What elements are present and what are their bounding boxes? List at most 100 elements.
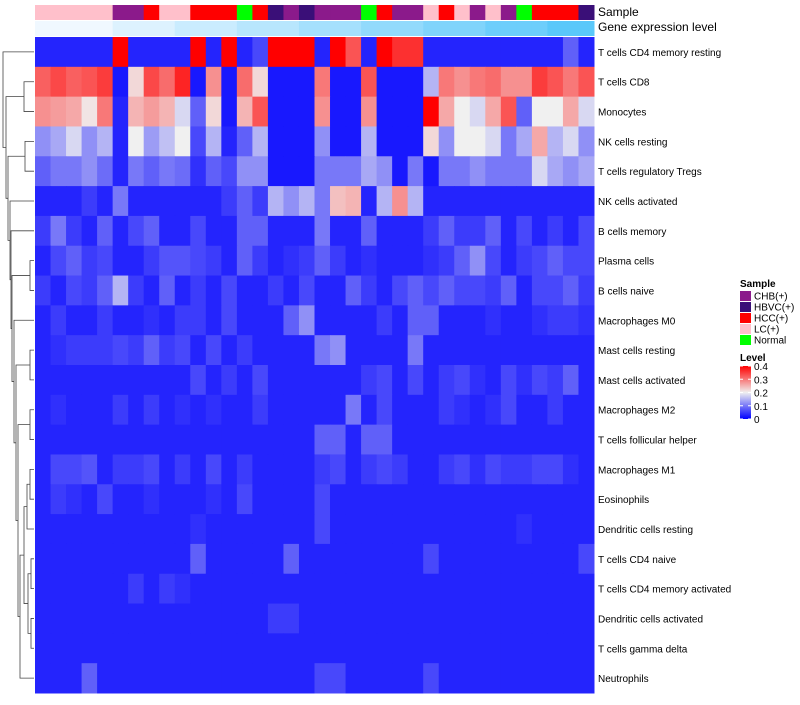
- sample-annot-cell: [190, 5, 207, 20]
- heatmap-cell: [376, 275, 393, 306]
- heatmap-cell: [314, 126, 331, 157]
- heatmap-cell: [190, 603, 207, 634]
- heatmap-cell: [35, 126, 52, 157]
- heatmap-cell: [252, 305, 269, 336]
- heatmap-cell: [66, 603, 83, 634]
- heatmap-cell: [128, 543, 145, 575]
- heatmap-cell: [469, 573, 486, 605]
- sample-annot-cell: [298, 5, 315, 20]
- heatmap-cell: [66, 424, 83, 455]
- heatmap-cell: [97, 394, 114, 426]
- heatmap-cell: [128, 394, 145, 426]
- heatmap-cell: [221, 424, 238, 455]
- row-label: Dendritic cells resting: [598, 525, 693, 536]
- heatmap-cell: [97, 126, 114, 157]
- heatmap-cell: [330, 215, 347, 247]
- heatmap-cell: [423, 633, 440, 664]
- heatmap-cell: [174, 96, 191, 127]
- heatmap-cell: [392, 484, 409, 515]
- heatmap-cell: [376, 424, 393, 455]
- heatmap-cell: [330, 96, 347, 127]
- heatmap-cell: [500, 66, 517, 98]
- gene-level-annot-cell: [547, 21, 564, 36]
- heatmap-cell: [469, 245, 486, 277]
- heatmap-cell: [81, 514, 98, 545]
- heatmap-cell: [500, 514, 517, 545]
- heatmap-cell: [97, 37, 114, 68]
- heatmap-cell: [345, 96, 362, 127]
- heatmap-cell: [252, 603, 269, 634]
- heatmap-cell: [547, 186, 564, 217]
- heatmap-cell: [500, 663, 517, 694]
- heatmap-cell: [454, 335, 471, 366]
- heatmap-cell: [345, 573, 362, 605]
- heatmap-cell: [485, 305, 502, 336]
- heatmap-cell: [438, 454, 455, 485]
- heatmap-cell: [562, 305, 579, 336]
- heatmap-cell: [205, 215, 222, 247]
- heatmap-cell: [438, 96, 455, 127]
- heatmap-cell: [81, 245, 98, 277]
- heatmap-cell: [205, 514, 222, 545]
- heatmap-cell: [143, 543, 160, 575]
- heatmap-cell: [190, 37, 207, 68]
- heatmap-cell: [298, 96, 315, 127]
- heatmap-cell: [174, 275, 191, 306]
- heatmap-cell: [578, 424, 595, 455]
- row-label: T cells CD4 memory resting: [598, 48, 721, 59]
- heatmap-cell: [314, 603, 331, 634]
- heatmap-cell: [190, 633, 207, 664]
- heatmap-cell: [267, 543, 284, 575]
- heatmap-cell: [128, 603, 145, 634]
- heatmap-cell: [376, 663, 393, 694]
- sample-legend-swatch: [740, 291, 751, 301]
- sample-annot-cell: [531, 5, 548, 20]
- heatmap-cell: [500, 633, 517, 664]
- heatmap-cell: [562, 156, 579, 187]
- row-label: Mast cells activated: [598, 376, 685, 387]
- row-label: Macrophages M1: [598, 465, 676, 476]
- heatmap-cell: [221, 126, 238, 157]
- row-label: Neutrophils: [598, 674, 649, 685]
- heatmap-cell: [392, 305, 409, 336]
- heatmap-cell: [407, 245, 424, 277]
- heatmap-cell: [112, 215, 129, 247]
- heatmap-cell: [407, 335, 424, 366]
- heatmap-cell: [562, 454, 579, 485]
- heatmap-cell: [547, 454, 564, 485]
- heatmap-cell: [516, 543, 533, 575]
- heatmap-cell: [159, 156, 176, 187]
- sample-legend-swatch: [740, 302, 751, 312]
- heatmap-cell: [314, 305, 331, 336]
- row-label: NK cells resting: [598, 137, 667, 148]
- heatmap-cell: [423, 275, 440, 306]
- heatmap-cell: [531, 126, 548, 157]
- gene-level-annot-cell: [50, 21, 67, 36]
- heatmap-cell: [314, 514, 331, 545]
- sample-annot-cell: [345, 5, 362, 20]
- heatmap-cell: [361, 305, 378, 336]
- heatmap-cell: [407, 275, 424, 306]
- heatmap-cell: [547, 514, 564, 545]
- heatmap-cell: [298, 424, 315, 455]
- heatmap-cell: [298, 245, 315, 277]
- heatmap-cell: [578, 633, 595, 664]
- heatmap-cell: [236, 37, 253, 68]
- sample-legend-swatch: [740, 324, 751, 334]
- heatmap-cell: [174, 514, 191, 545]
- heatmap-cell: [314, 66, 331, 98]
- heatmap-cell: [376, 543, 393, 575]
- heatmap-cell: [345, 484, 362, 515]
- heatmap-cell: [469, 633, 486, 664]
- heatmap-cell: [97, 484, 114, 515]
- sample-annot-cell: [516, 5, 533, 20]
- heatmap-cell: [283, 275, 300, 306]
- dendrogram-branch: [2, 51, 34, 148]
- heatmap-cell: [190, 66, 207, 98]
- level-legend-title: Level: [740, 353, 766, 364]
- heatmap-cell: [531, 305, 548, 336]
- heatmap-cell: [50, 573, 67, 605]
- gene-level-annot-cell: [392, 21, 409, 36]
- heatmap-cell: [112, 514, 129, 545]
